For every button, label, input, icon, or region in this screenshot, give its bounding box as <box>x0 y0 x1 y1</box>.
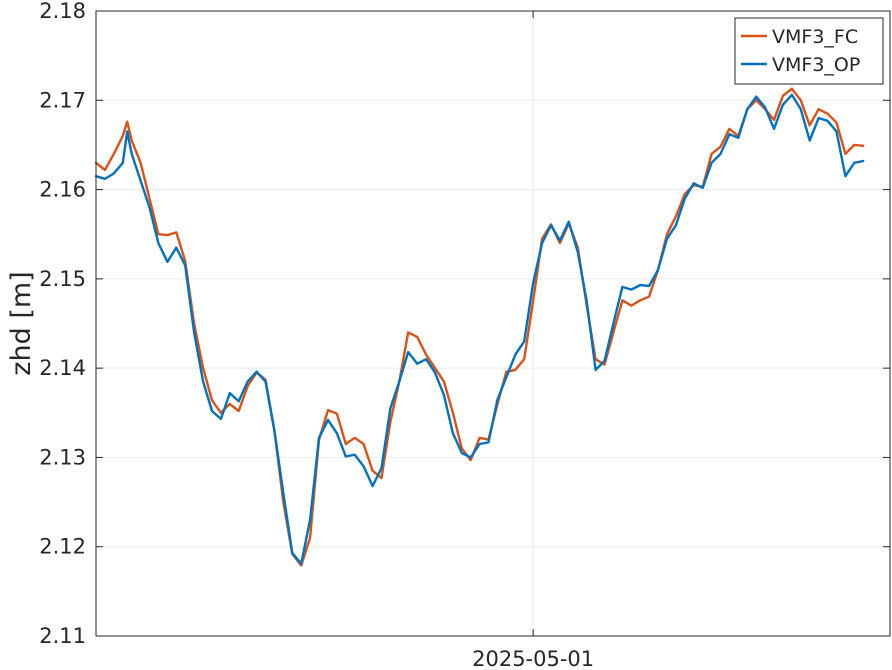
legend: VMF3_FC VMF3_OP <box>734 17 884 85</box>
x-tick-labels: 2025-05-01 <box>472 647 594 670</box>
y-tick-label: 2.14 <box>39 356 86 380</box>
y-tick-labels: 2.11 2.12 2.13 2.14 2.15 2.16 2.17 2.18 <box>39 0 86 648</box>
y-tick-label: 2.11 <box>39 624 86 648</box>
series-line-vmf3-op <box>94 93 865 565</box>
legend-label: VMF3_FC <box>772 26 858 48</box>
y-tick-label: 2.17 <box>39 88 86 112</box>
y-axis-label: zhd [m] <box>6 271 37 375</box>
y-tick-label: 2.16 <box>39 178 86 202</box>
series-layer <box>94 87 865 567</box>
y-tick-label: 2.18 <box>39 0 86 23</box>
axes <box>95 10 891 637</box>
legend-label: VMF3_OP <box>772 54 860 76</box>
y-tick-label: 2.15 <box>39 267 86 291</box>
series-line-vmf3-fc <box>94 87 865 567</box>
y-tick-label: 2.13 <box>39 445 86 469</box>
grid-lines <box>96 10 890 637</box>
y-tick-label: 2.12 <box>39 535 86 559</box>
legend-box <box>734 17 884 85</box>
x-tick-label: 2025-05-01 <box>472 647 594 670</box>
plot-frame <box>95 10 891 637</box>
